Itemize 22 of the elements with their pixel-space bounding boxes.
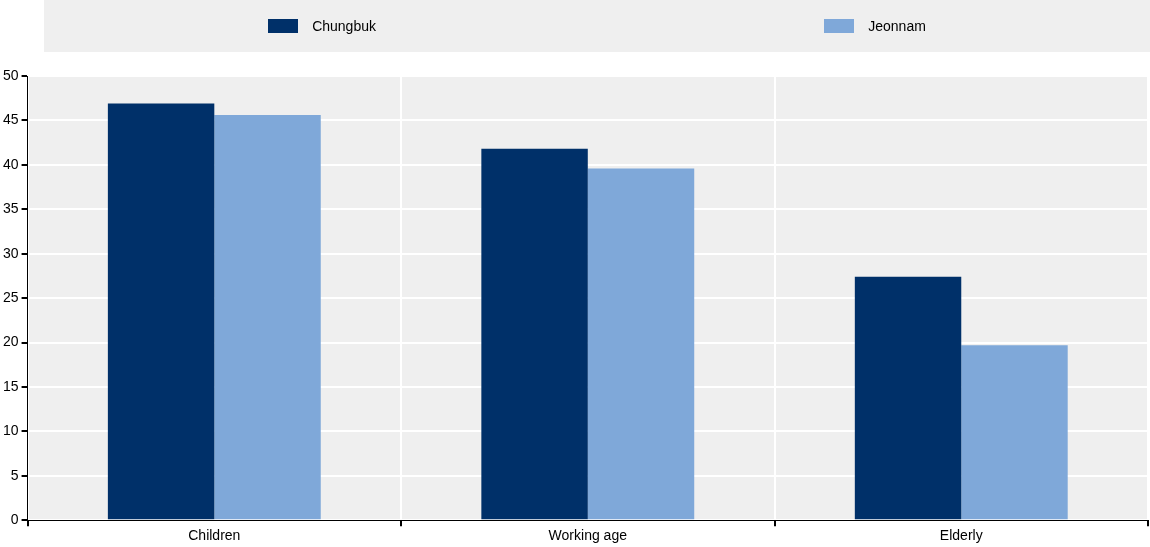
x-tick-label: Children — [188, 527, 241, 544]
y-tick-label: 5 — [10, 466, 19, 483]
bar — [481, 148, 588, 520]
bar — [107, 103, 215, 520]
bar — [214, 115, 321, 520]
y-tick-label: 40 — [2, 155, 19, 172]
y-tick-label: 25 — [2, 288, 19, 305]
y-tick-label: 0 — [10, 511, 19, 528]
y-tick-label: 20 — [2, 333, 19, 350]
bar — [961, 345, 1068, 520]
y-tick-label: 50 — [2, 66, 19, 83]
y-tick-label: 10 — [2, 422, 19, 439]
legend-label: Chungbuk — [312, 18, 376, 34]
y-tick-label: 45 — [2, 111, 19, 128]
x-tick-label: Working age — [548, 527, 628, 544]
y-tick-label: 35 — [2, 200, 19, 217]
legend-label: Jeonnam — [868, 18, 926, 34]
bar — [587, 168, 695, 520]
bar — [854, 276, 962, 520]
y-tick-label: 30 — [2, 244, 19, 261]
x-tick-label: Elderly — [939, 527, 983, 544]
y-tick-label: 15 — [2, 377, 19, 394]
